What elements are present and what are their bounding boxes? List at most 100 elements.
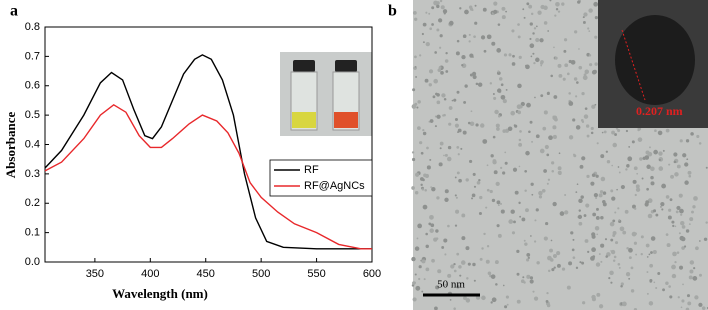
- particle: [589, 63, 593, 67]
- particle: [447, 224, 450, 228]
- particle: [600, 243, 605, 248]
- particle: [543, 21, 548, 25]
- vial-liquid: [334, 112, 358, 128]
- particle: [526, 253, 531, 257]
- particle: [575, 95, 578, 98]
- particle: [596, 142, 599, 145]
- particle: [504, 151, 507, 154]
- particle: [693, 267, 696, 270]
- particle: [412, 10, 417, 15]
- particle: [647, 213, 653, 219]
- particle: [655, 286, 658, 290]
- particle: [545, 221, 549, 226]
- particle: [489, 82, 493, 85]
- particle: [529, 279, 534, 284]
- vial-cap: [335, 60, 357, 72]
- particle: [640, 235, 644, 239]
- x-axis-label: Wavelength (nm): [112, 286, 208, 301]
- particle: [662, 288, 665, 292]
- particle: [627, 156, 633, 162]
- particle: [557, 166, 562, 171]
- particle: [649, 263, 654, 268]
- particle: [582, 16, 585, 19]
- particle: [511, 62, 516, 66]
- particle: [549, 248, 554, 253]
- particle: [517, 110, 522, 115]
- particle: [468, 33, 471, 36]
- particle: [436, 28, 440, 32]
- particle: [429, 119, 434, 123]
- particle: [525, 208, 529, 213]
- particle: [542, 126, 547, 131]
- particle: [480, 35, 486, 40]
- series-line: [44, 103, 372, 250]
- particle: [419, 54, 422, 57]
- particle: [671, 220, 675, 224]
- particle: [493, 1, 498, 6]
- particle: [490, 274, 496, 279]
- particle: [443, 12, 446, 15]
- particle: [446, 156, 452, 162]
- particle: [540, 94, 544, 98]
- particle: [523, 281, 526, 284]
- particle: [447, 273, 452, 278]
- particle: [490, 154, 494, 158]
- particle: [504, 128, 510, 133]
- particle: [658, 166, 664, 171]
- particle: [500, 94, 506, 100]
- particle: [552, 201, 557, 207]
- particle: [414, 190, 419, 195]
- particle: [495, 283, 498, 286]
- particle: [673, 152, 678, 157]
- particle: [679, 208, 684, 214]
- particle: [665, 233, 669, 236]
- particle: [411, 186, 415, 190]
- particle: [593, 193, 599, 198]
- particle: [557, 10, 561, 13]
- particle: [414, 17, 418, 21]
- particle: [418, 277, 421, 281]
- particle: [534, 96, 536, 99]
- particle: [492, 159, 497, 164]
- particle: [688, 275, 693, 280]
- particle: [662, 149, 665, 152]
- particle: [546, 91, 550, 96]
- particle: [630, 266, 634, 270]
- particle: [613, 255, 617, 259]
- particle: [618, 218, 621, 221]
- particle: [557, 63, 562, 68]
- particle: [644, 155, 650, 160]
- particle: [546, 182, 549, 185]
- particle: [411, 151, 415, 154]
- particle: [524, 189, 527, 192]
- particle: [462, 34, 467, 39]
- particle: [632, 179, 637, 184]
- particle: [494, 109, 499, 115]
- particle: [440, 71, 444, 75]
- particle: [508, 219, 514, 224]
- particle: [458, 178, 462, 183]
- particle: [516, 299, 521, 304]
- particle: [412, 297, 417, 302]
- particle: [599, 190, 604, 194]
- particle: [595, 174, 599, 178]
- particle: [500, 83, 504, 87]
- particle: [422, 128, 425, 132]
- x-tick-label: 600: [363, 268, 381, 280]
- particle: [550, 258, 554, 262]
- scale-label: 50 nm: [437, 279, 465, 291]
- particle: [648, 253, 651, 256]
- particle: [689, 217, 694, 222]
- particle: [473, 185, 477, 188]
- particle: [535, 134, 540, 139]
- particle: [518, 138, 522, 142]
- particle: [526, 258, 530, 262]
- particle: [465, 246, 470, 251]
- series-line: [44, 54, 372, 250]
- particle: [456, 171, 460, 175]
- particle: [533, 27, 537, 30]
- particle: [581, 92, 585, 96]
- particle: [590, 181, 595, 186]
- particle: [575, 266, 579, 270]
- particle: [552, 125, 557, 130]
